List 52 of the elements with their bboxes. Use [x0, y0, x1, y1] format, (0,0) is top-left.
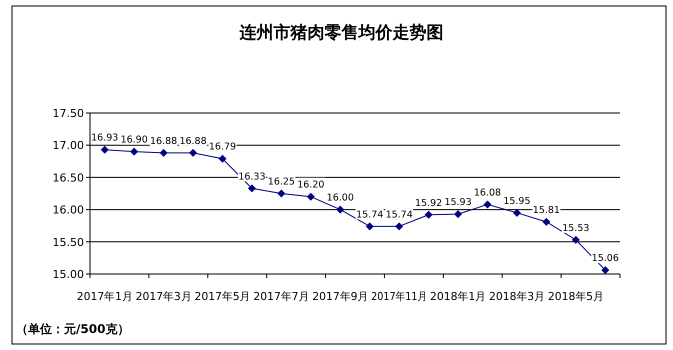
data-label: 16.08	[474, 187, 502, 198]
point	[130, 148, 138, 156]
x-tick-label: 2017年1月	[76, 290, 134, 303]
data-label: 15.92	[415, 198, 442, 209]
data-label: 16.88	[179, 136, 207, 147]
point	[336, 206, 344, 214]
data-label: 16.90	[120, 134, 148, 146]
x-tick-label: 2018年5月	[548, 290, 605, 303]
data-label: 15.95	[503, 196, 531, 207]
point	[484, 200, 492, 208]
x-tick-label: 2017年9月	[312, 290, 370, 303]
data-label: 16.93	[91, 132, 118, 144]
point	[454, 210, 462, 218]
data-label: 15.81	[532, 204, 560, 216]
point	[424, 210, 433, 219]
x-tick-label: 2017年5月	[194, 290, 252, 303]
point	[218, 154, 226, 163]
text: 15.00	[52, 268, 84, 281]
point	[366, 222, 374, 230]
x-tick-label: 2018年3月	[488, 290, 546, 303]
data-label: 16.00	[326, 192, 354, 204]
point	[395, 222, 404, 230]
data-label: 16.20	[297, 180, 324, 191]
point	[306, 192, 315, 201]
text: 17.00	[52, 139, 84, 152]
data-label: 16.79	[208, 142, 236, 153]
x-tick-label: 2017年7月	[253, 290, 310, 303]
data-label: 16.33	[238, 171, 266, 182]
point	[100, 146, 109, 154]
point	[189, 148, 198, 157]
x-tick-label: 2017年3月	[136, 290, 193, 303]
text: 15.50	[52, 236, 84, 249]
data-label: 15.06	[592, 253, 619, 264]
data-label: 15.53	[562, 222, 590, 234]
point	[542, 218, 550, 226]
data-label: 15.74	[356, 209, 384, 220]
point	[277, 190, 286, 198]
point	[160, 148, 168, 157]
data-label: 16.88	[150, 136, 178, 147]
data-label: 15.93	[444, 197, 472, 208]
point	[601, 266, 610, 274]
data-label: 15.74	[386, 209, 413, 220]
text: 16.00	[52, 204, 84, 217]
point	[572, 236, 580, 244]
point	[512, 208, 521, 217]
x-tick-label: 2018年1月	[430, 290, 488, 303]
text: （单位：元/500克）	[16, 322, 130, 336]
text: 17.50	[52, 107, 84, 120]
data-label: 16.25	[268, 176, 295, 188]
point	[248, 184, 256, 192]
chart-title: 连州市猪肉零售均价走势图	[238, 23, 444, 43]
text: 16.50	[52, 171, 84, 184]
